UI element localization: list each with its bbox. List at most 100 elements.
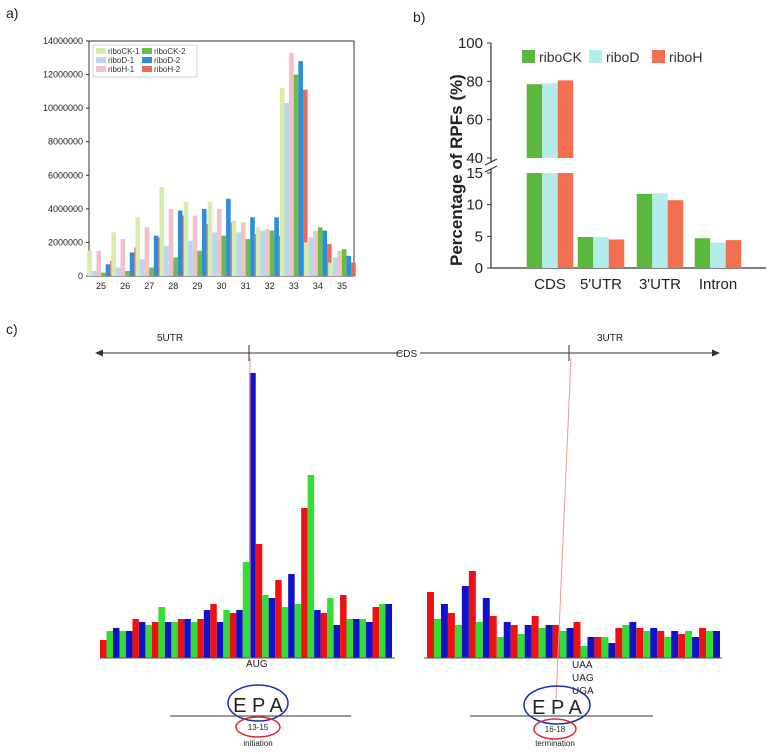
panel-c-chart: 5UTR CDS 3UTR AUG UAA UAG UGA E P A 13-1… — [95, 333, 722, 748]
bar-riboD-2-26 — [129, 252, 135, 276]
codon-bar — [327, 598, 334, 658]
codon-bar — [112, 628, 120, 658]
codon-bar — [573, 622, 581, 658]
x-tick-label: 3'UTR — [639, 276, 681, 293]
codon-bar — [333, 625, 341, 658]
codon-bar — [359, 619, 367, 658]
codon-bar — [671, 631, 679, 658]
legend-label: riboD-2 — [154, 56, 181, 65]
legend-swatch — [522, 50, 535, 63]
bar-riboD-1-29 — [188, 240, 193, 276]
initiation-range: 13-15 — [248, 723, 269, 732]
panel-b-chart: Percentage of RPFs (%) 40 60 80 100 0 5 10 15 CD… — [447, 35, 766, 293]
codon-bar — [366, 622, 373, 658]
legend-swatch — [142, 57, 152, 63]
codon-bar — [475, 622, 483, 658]
codon-bar — [216, 622, 224, 658]
codon-bar — [184, 619, 191, 658]
codon-bar — [164, 622, 172, 658]
bar-riboD-2-33 — [298, 61, 303, 277]
y-tick-label: 0 — [78, 271, 83, 281]
axis-break-mark — [484, 165, 498, 173]
bar-riboCK-3'UTR — [636, 193, 653, 268]
initiation-large-subunit — [227, 684, 289, 722]
y-tick-label: 0 — [475, 260, 483, 277]
codon-bar — [314, 610, 321, 658]
stop-codon-uaa: UAA — [572, 660, 593, 671]
utr3-label: 3UTR — [597, 333, 623, 344]
bar-riboD-2-31 — [250, 217, 255, 276]
legend-label: riboCK-1 — [108, 47, 140, 56]
codon-bar — [566, 628, 574, 658]
panel-c-start-bars — [100, 373, 392, 658]
bar-riboCK-2-35 — [341, 249, 347, 276]
bar-riboCK-2-30 — [221, 235, 227, 276]
start-codon-label: AUG — [246, 659, 268, 670]
codon-bar — [294, 604, 302, 658]
termination-ribosome: E P A 16-18 termination — [470, 685, 653, 748]
codon-bar — [643, 631, 651, 658]
bar-riboD-2-27 — [153, 235, 159, 276]
utr5-label: 5UTR — [157, 333, 183, 344]
y-tick-label: 100 — [458, 35, 483, 52]
bar-riboD-1-35 — [332, 257, 338, 276]
x-tick-label: 28 — [168, 281, 178, 291]
panel-a-chart: 0 2000000 4000000 6000000 8000000 10000000 120… — [43, 36, 356, 291]
legend-swatch — [142, 66, 152, 72]
codon-bar — [552, 625, 560, 658]
codon-bar — [468, 571, 476, 658]
codon-bar — [685, 631, 693, 658]
x-tick-label: 33 — [289, 281, 299, 291]
codon-bar — [706, 631, 714, 658]
bar-riboH-1-35 — [337, 250, 342, 276]
bar-riboD-1-26 — [115, 267, 121, 276]
legend-swatch — [96, 66, 106, 72]
x-tick-label: 35 — [337, 281, 347, 291]
initiation-ribosome: E P A 13-15 initiation — [170, 684, 351, 748]
codon-bar — [307, 475, 315, 658]
y-tick-label: 14000000 — [43, 36, 83, 46]
codon-bar — [151, 622, 159, 658]
stop-codon-uag: UAG — [572, 673, 594, 684]
codon-bar — [440, 604, 448, 658]
bar-riboCK-5'UTR — [577, 236, 594, 268]
codon-bar — [249, 373, 256, 658]
termination-large-subunit — [523, 685, 591, 725]
codon-bar — [531, 616, 539, 658]
codon-bar — [203, 610, 211, 658]
stop-guide-line — [555, 357, 572, 701]
bar-riboCK-1-32 — [255, 227, 261, 276]
codon-bar — [340, 595, 347, 658]
bar-riboD-CDS-lower — [542, 173, 558, 268]
y-tick-label: 2000000 — [48, 237, 83, 247]
bar-riboD-Intron — [710, 242, 726, 268]
codon-bar — [510, 625, 518, 658]
codon-bar — [223, 610, 230, 658]
codon-bar — [482, 598, 490, 658]
x-tick-label: 34 — [313, 281, 323, 291]
codon-bar — [496, 637, 504, 658]
bar-riboD-1-25 — [91, 270, 97, 276]
codon-bar — [353, 619, 360, 658]
legend-label: riboD-1 — [108, 56, 135, 65]
codon-bar — [106, 631, 113, 658]
bar-riboD-1-27 — [140, 259, 145, 276]
bar-riboD-1-33 — [284, 103, 290, 276]
initiation-epa-sites: E P A — [233, 695, 283, 717]
bar-riboH-Intron — [725, 240, 742, 268]
codon-bar — [629, 622, 637, 658]
bar-riboD-2-35 — [346, 255, 352, 276]
utr3-arrowhead — [712, 349, 720, 357]
codon-bar — [678, 634, 686, 658]
bar-riboCK-1-27 — [135, 217, 141, 276]
x-tick-label: 31 — [241, 281, 251, 291]
panel-a-x-axis: 25 26 27 28 29 30 31 32 33 34 35 — [96, 281, 347, 291]
panel-c-label: c) — [6, 321, 18, 337]
legend-label: riboCK — [539, 49, 582, 65]
bar-riboD-2-29 — [202, 208, 207, 276]
codon-bar — [517, 634, 525, 658]
legend-label: riboD — [606, 49, 639, 65]
codon-bar — [177, 619, 185, 658]
x-tick-label: 27 — [144, 281, 154, 291]
